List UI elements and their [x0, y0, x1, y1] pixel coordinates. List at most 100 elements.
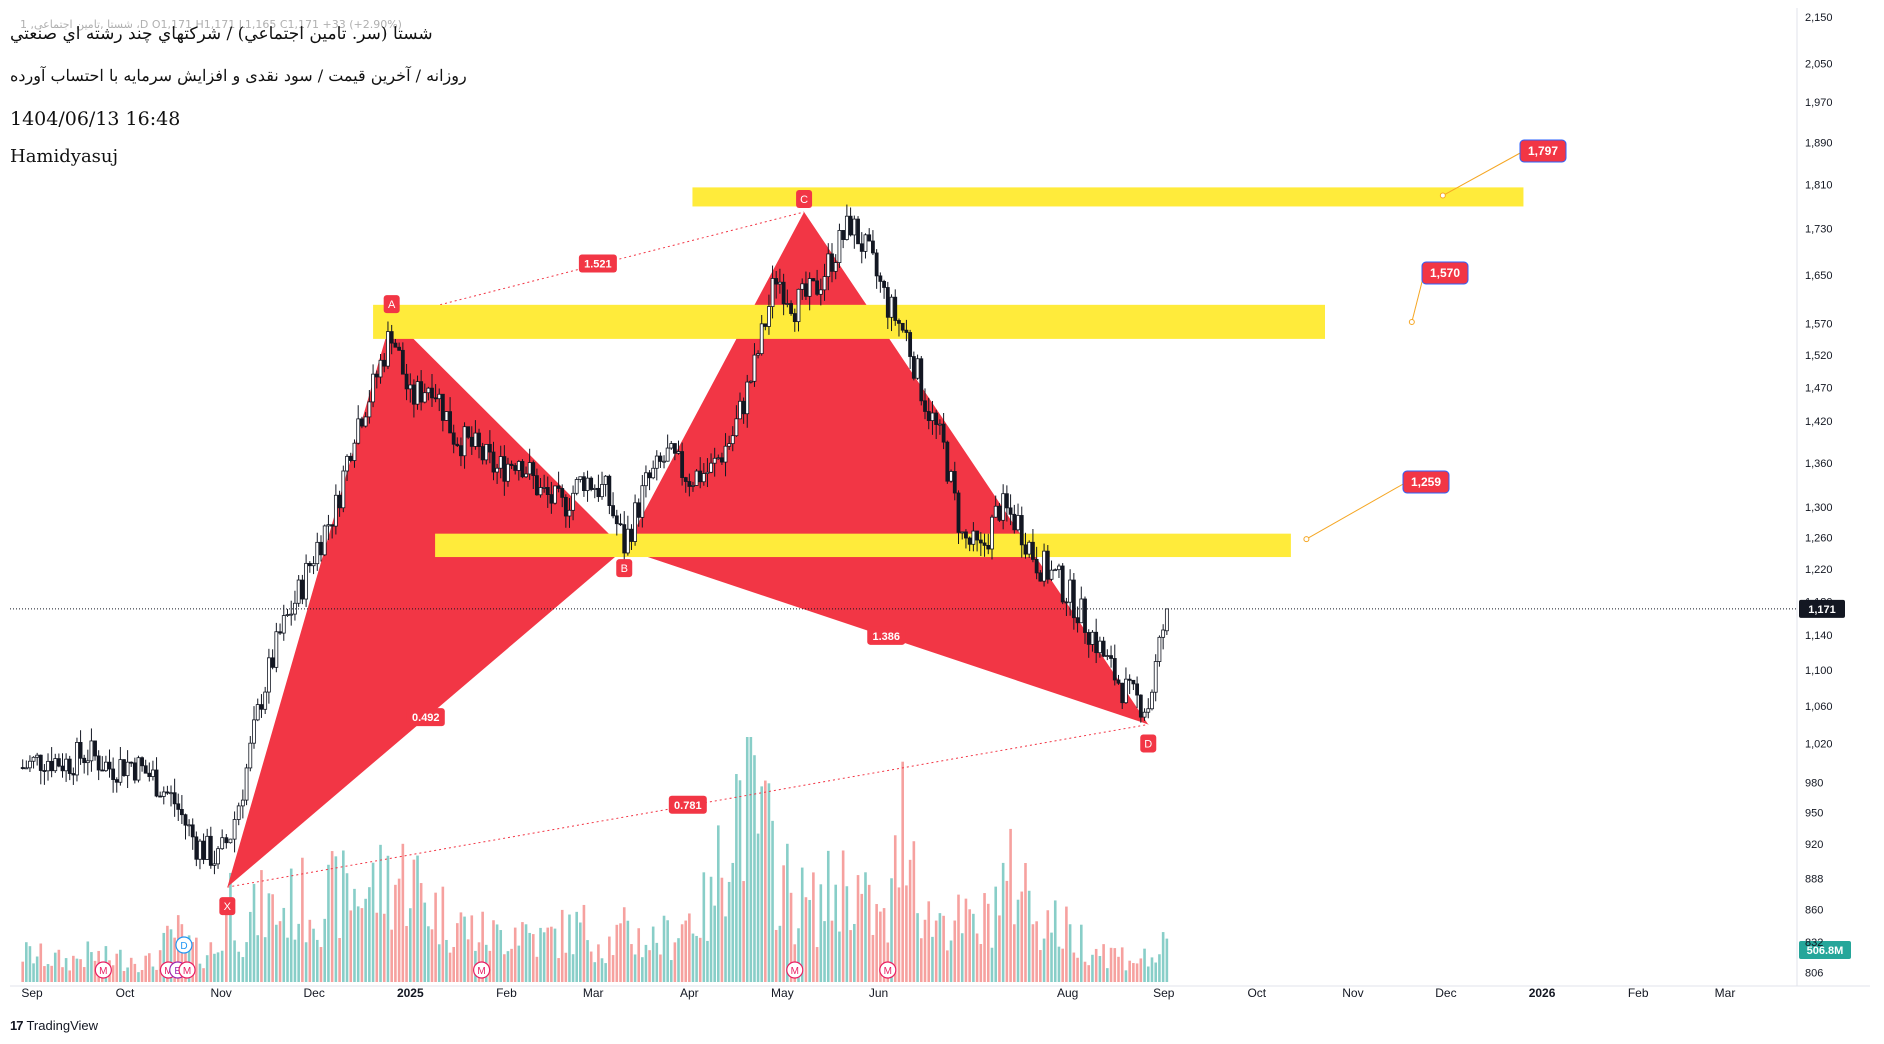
candle	[622, 511, 627, 563]
volume-bar	[126, 967, 129, 982]
volume-bar	[749, 737, 753, 982]
candle-body	[644, 472, 648, 487]
candle-body	[986, 545, 991, 550]
candle	[759, 315, 764, 356]
candle	[498, 445, 503, 479]
candle	[326, 514, 331, 541]
volume-bar	[720, 877, 724, 982]
pattern-point-b[interactable]: B	[616, 559, 633, 578]
price-zone[interactable]	[435, 533, 1291, 558]
event-marker-m[interactable]: M	[879, 961, 897, 979]
candle-body	[527, 462, 532, 475]
volume-bar	[897, 887, 901, 982]
harmonic-pattern[interactable]	[227, 211, 1149, 888]
candle	[356, 405, 361, 445]
candle	[701, 463, 706, 486]
candle-body	[220, 837, 225, 850]
zone-callout[interactable]: 1,570	[1408, 261, 1469, 326]
candle-body	[859, 243, 864, 252]
zone-callout[interactable]: 1,797	[1439, 139, 1567, 199]
volume-bar	[1072, 952, 1076, 982]
candle-body	[852, 218, 857, 236]
price-zone[interactable]	[373, 304, 1326, 339]
pattern-point-d[interactable]: D	[1140, 734, 1157, 753]
volume-bar	[245, 942, 248, 982]
candle-body	[640, 485, 645, 518]
pattern-point-c[interactable]: C	[796, 189, 813, 208]
volume-bar	[571, 954, 575, 982]
ratio-label[interactable]: 0.781	[668, 795, 707, 814]
candle-body	[64, 758, 69, 772]
volume-bar	[968, 909, 971, 982]
ratio-label[interactable]: 1.386	[867, 626, 906, 645]
candle-body	[1071, 579, 1076, 619]
event-marker-m[interactable]: M	[786, 961, 804, 979]
price-zone[interactable]	[692, 187, 1524, 207]
candle	[800, 278, 805, 300]
candle-body	[216, 848, 220, 865]
x-tick-label: Mar	[1715, 986, 1736, 1000]
candle-body	[545, 487, 550, 495]
annotations[interactable]: 1.521 0.492 1.386 0.781 X A B C D 1,570 1,259 1,797…	[10, 139, 1851, 959]
candle-body	[444, 411, 449, 421]
volume-bar	[633, 954, 637, 982]
pattern-triangle-xab[interactable]	[227, 317, 625, 888]
candle-body	[1112, 658, 1117, 681]
candle	[545, 476, 550, 508]
candle	[807, 272, 812, 311]
volume-bar	[275, 924, 278, 982]
price-zones[interactable]	[373, 187, 1524, 558]
volume-bar	[651, 926, 655, 982]
candle	[509, 460, 514, 470]
candle-body	[723, 445, 728, 463]
last-price-tag[interactable]: 1,171	[1799, 599, 1845, 618]
candle-body	[1027, 541, 1032, 555]
volume-bar	[252, 883, 256, 982]
pattern-point-x[interactable]: X	[219, 897, 236, 916]
event-markers[interactable]: M M EDM M M M	[94, 936, 897, 979]
volume-bar	[470, 915, 474, 982]
zone-callout[interactable]: 1,259	[1303, 470, 1450, 543]
candle-body	[897, 320, 901, 324]
candle	[31, 756, 36, 769]
ratio-label[interactable]: 0.492	[406, 708, 445, 727]
event-marker-m[interactable]: M	[178, 961, 196, 979]
event-marker-m[interactable]: M	[94, 961, 112, 979]
candle	[672, 443, 677, 461]
event-marker-d[interactable]: D	[175, 936, 193, 954]
tradingview-brand[interactable]: 17 TradingView	[10, 1018, 98, 1033]
volume-bar	[195, 937, 198, 982]
candle	[252, 706, 256, 749]
last-volume-tag[interactable]: 506.8M	[1799, 941, 1851, 959]
event-marker-m[interactable]: M	[473, 961, 491, 979]
candle	[993, 495, 998, 518]
candle-body	[169, 792, 173, 795]
pattern-point-a[interactable]: A	[383, 295, 400, 314]
volume-bar	[448, 952, 452, 982]
candle-body	[462, 426, 467, 457]
x-tick-label: Apr	[680, 986, 699, 1000]
volume-bar	[593, 962, 597, 982]
candle	[161, 786, 166, 805]
pattern-triangle-bcd[interactable]	[624, 211, 1149, 725]
candle-body	[804, 283, 808, 297]
volume-bar	[390, 929, 393, 982]
candle-body	[1086, 632, 1091, 645]
candle	[315, 532, 320, 571]
candle	[926, 397, 931, 430]
candle-body	[672, 443, 677, 454]
candle-body	[874, 252, 879, 277]
candle-body	[165, 791, 170, 794]
candle-body	[20, 767, 25, 769]
candle	[941, 412, 946, 450]
callout-anchor	[1408, 319, 1415, 326]
candle-body	[448, 411, 452, 434]
ratio-label[interactable]: 1.521	[578, 254, 617, 273]
candle	[644, 465, 648, 498]
candle-body	[187, 824, 192, 827]
volume-bar	[916, 913, 919, 982]
volume-bar	[260, 870, 263, 982]
volume-bar	[32, 963, 35, 982]
